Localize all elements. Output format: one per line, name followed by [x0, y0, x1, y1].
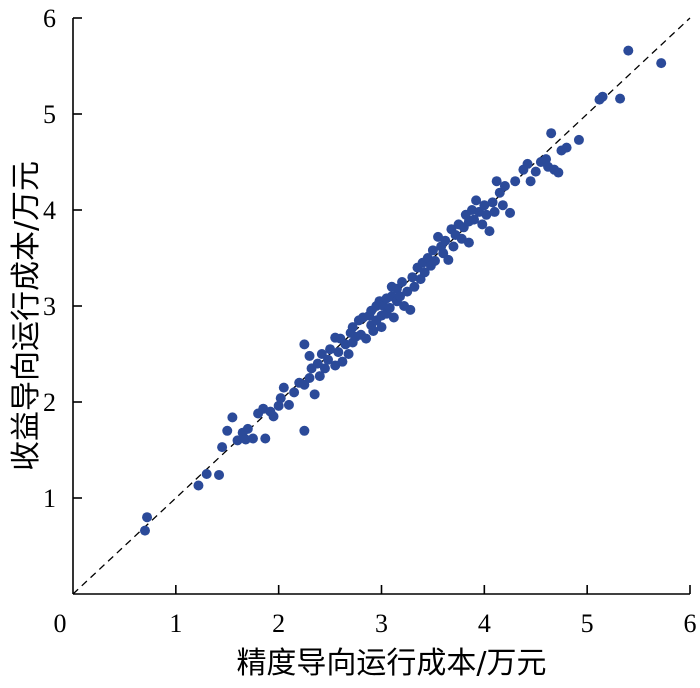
plot-area: 0 1 2 3 4 5 6 1 2 3 4 5 6	[43, 4, 697, 638]
data-point	[427, 245, 438, 256]
data-point	[201, 469, 212, 479]
data-point	[477, 219, 488, 230]
data-point	[656, 58, 667, 69]
data-point	[260, 433, 271, 444]
y-axis-title: 收益导向运行成本/万元	[9, 161, 44, 471]
data-point	[304, 373, 315, 383]
data-point	[525, 176, 536, 187]
x-tick-label: 2	[272, 609, 285, 638]
data-point	[278, 382, 289, 393]
data-point	[217, 442, 228, 453]
data-point	[479, 200, 490, 211]
data-point	[561, 142, 572, 153]
data-point	[597, 91, 608, 102]
data-point	[314, 371, 325, 382]
data-point	[491, 176, 502, 187]
data-point	[312, 358, 323, 369]
y-tick-label: 4	[43, 196, 56, 225]
x-tick-label: 0	[54, 609, 67, 638]
data-point	[247, 433, 258, 444]
data-point	[553, 167, 564, 178]
data-point	[299, 339, 310, 350]
data-point	[388, 312, 399, 323]
y-tick-label: 5	[43, 100, 56, 129]
data-point	[395, 291, 406, 302]
data-point	[471, 195, 482, 206]
y-axis-ticks: 1 2 3 4 5 6	[43, 4, 82, 513]
data-point	[530, 166, 541, 177]
data-point	[347, 322, 358, 333]
data-point	[275, 393, 286, 404]
x-tick-label: 1	[169, 609, 182, 638]
y-tick-label: 2	[43, 388, 56, 417]
data-point	[397, 277, 408, 287]
data-point	[193, 480, 204, 491]
data-point	[142, 512, 153, 523]
data-point	[323, 354, 334, 365]
data-point	[242, 423, 253, 434]
data-point	[448, 241, 459, 252]
data-point	[487, 197, 498, 208]
data-point	[368, 325, 379, 336]
data-point	[484, 226, 495, 237]
data-point	[546, 128, 557, 139]
data-point	[319, 363, 330, 374]
x-tick-label: 5	[581, 609, 594, 638]
data-point	[499, 181, 510, 191]
data-point	[273, 400, 284, 411]
data-point	[489, 206, 500, 217]
data-point	[325, 344, 336, 355]
data-point	[419, 267, 430, 278]
data-point	[268, 411, 279, 422]
data-point	[333, 347, 344, 358]
x-tick-label: 6	[684, 609, 697, 638]
y-tick-label: 1	[43, 484, 56, 513]
data-point	[522, 158, 533, 169]
data-point	[283, 399, 294, 410]
data-point	[289, 387, 300, 398]
y-tick-label: 3	[43, 292, 56, 321]
data-point	[376, 322, 387, 333]
data-point	[232, 435, 243, 446]
data-point	[429, 255, 440, 266]
data-point	[443, 254, 454, 265]
data-point	[139, 525, 150, 536]
data-point	[304, 350, 315, 361]
data-point	[440, 235, 451, 246]
data-point	[407, 272, 418, 283]
data-point	[337, 356, 348, 367]
data-point	[361, 333, 372, 344]
x-tick-label: 3	[375, 609, 388, 638]
data-point	[227, 412, 238, 423]
data-point	[299, 425, 310, 436]
data-point	[402, 286, 413, 297]
data-point	[615, 93, 626, 104]
data-point	[463, 237, 474, 248]
data-point	[409, 281, 420, 292]
data-point	[497, 200, 508, 211]
data-point	[573, 134, 584, 145]
x-axis-title: 精度导向运行成本/万元	[236, 646, 546, 681]
data-point	[405, 304, 416, 315]
data-point	[541, 154, 552, 165]
data-point	[510, 176, 521, 187]
x-axis-ticks: 0 1 2 3 4 5 6	[54, 585, 697, 638]
y-tick-label: 6	[43, 4, 56, 33]
data-point	[623, 45, 634, 56]
data-point	[222, 425, 233, 436]
data-point	[384, 302, 395, 313]
data-point	[309, 389, 320, 400]
data-point	[505, 207, 516, 218]
data-point	[343, 349, 354, 359]
data-point	[469, 214, 480, 225]
data-point	[214, 469, 225, 480]
data-points	[139, 45, 667, 536]
x-tick-label: 4	[478, 609, 491, 638]
data-point	[481, 209, 492, 220]
